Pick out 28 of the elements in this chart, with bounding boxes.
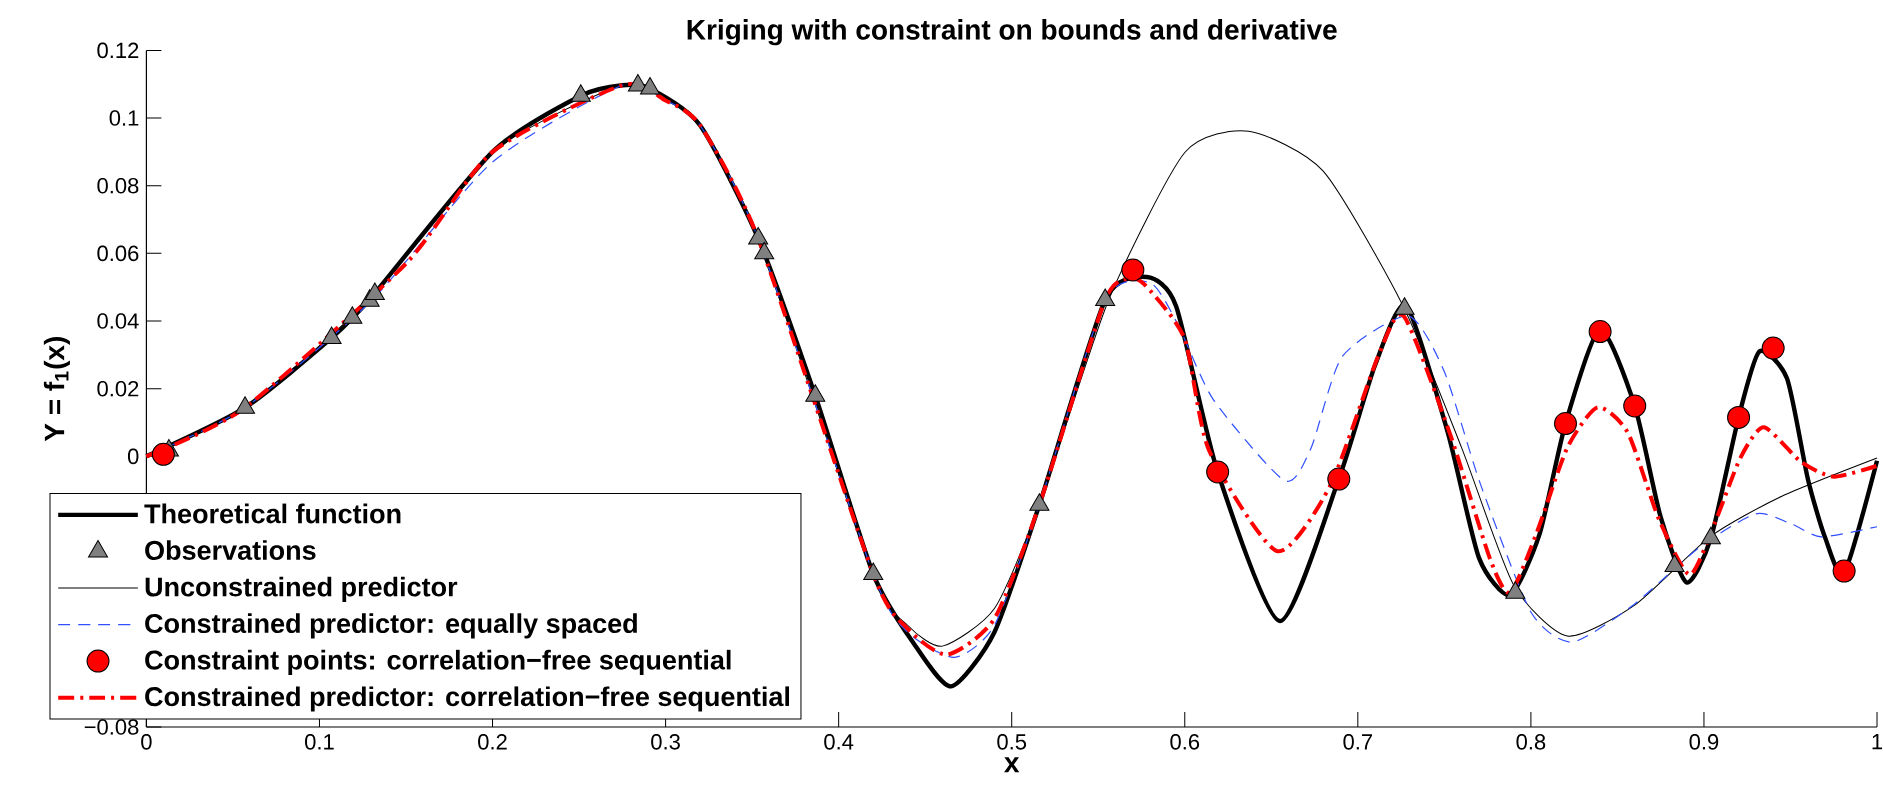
x-tick-label: 0 <box>141 734 152 750</box>
chart-title: Kriging with constraint on bounds and derivative <box>687 19 1337 46</box>
x-tick-label: 0.8 <box>1516 734 1546 750</box>
x-tick-label: 0.7 <box>1343 734 1373 750</box>
legend-label: Constrained predictor: equally spaced <box>145 613 637 639</box>
legend-label: Theoretical function <box>144 503 401 524</box>
x-tick-label: 1 <box>1872 734 1883 750</box>
x-tick-label: 0.1 <box>305 734 334 750</box>
x-tick-label: 0.5 <box>997 734 1027 750</box>
legend-label: Unconstrained predictor <box>145 576 458 602</box>
x-tick-label: 0.2 <box>478 734 507 750</box>
legend-label: Constrained predictor: correlation−free sequential <box>145 686 790 712</box>
y-tick-label: −0.08 <box>84 719 139 735</box>
legend-label: Constraint points: correlation−free sequential <box>145 649 731 676</box>
x-tick-label: 0.6 <box>1170 734 1200 750</box>
x-tick-label: 0.9 <box>1689 734 1719 750</box>
legend-label: Observations <box>145 540 316 560</box>
y-tick-label: 0.04 <box>97 313 139 329</box>
y-axis-title: Y = f$_{1}$(x) <box>43 337 70 442</box>
y-tick-label: 0.08 <box>97 177 139 194</box>
y-tick-label: 0.1 <box>109 110 139 126</box>
x-tick-label: 0.4 <box>824 734 854 750</box>
y-tick-label: 0.02 <box>97 380 139 397</box>
x-axis-title: x <box>1004 757 1020 773</box>
y-tick-label: 0.06 <box>97 245 139 262</box>
y-tick-label: 0 <box>127 448 139 465</box>
y-tick-label: 0.12 <box>97 42 139 59</box>
x-tick-label: 0.3 <box>651 734 680 750</box>
